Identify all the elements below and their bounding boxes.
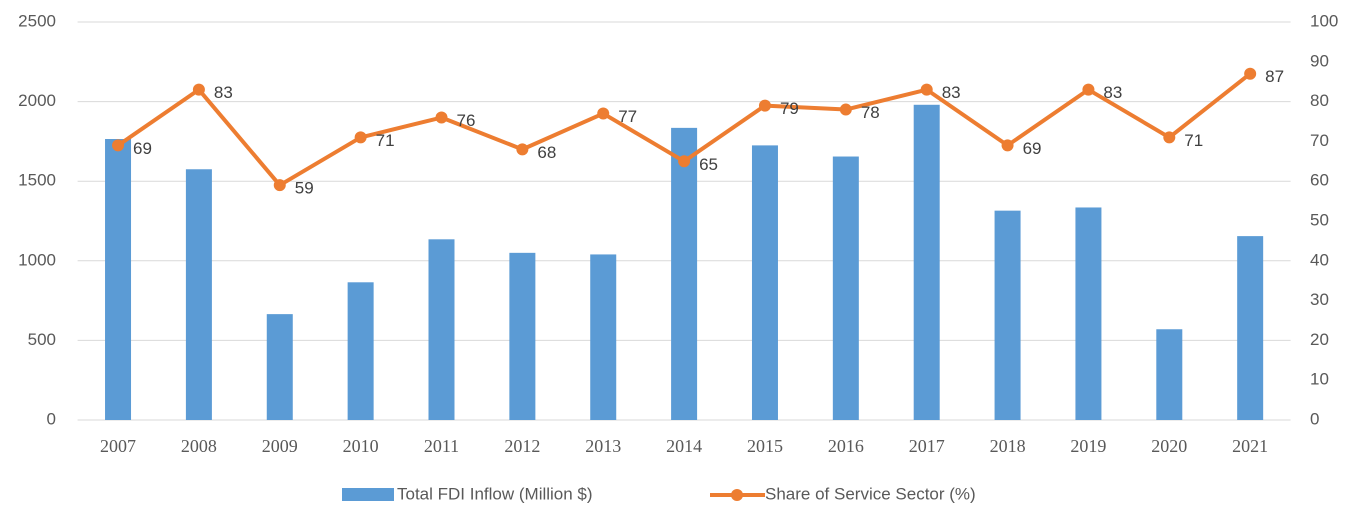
x-tick-label: 2007 — [100, 436, 136, 456]
y2-tick-label: 80 — [1310, 91, 1329, 110]
y-tick-label: 2500 — [18, 11, 56, 30]
y2-tick-label: 50 — [1310, 210, 1329, 229]
bar — [671, 127, 698, 421]
y2-tick-label: 70 — [1310, 131, 1329, 150]
point — [112, 139, 125, 152]
y2-tick-label: 60 — [1310, 171, 1329, 190]
bar — [509, 252, 536, 420]
data-label: 83 — [1103, 83, 1122, 102]
point — [516, 143, 529, 156]
x-tick-label: 2010 — [343, 436, 379, 456]
bar — [1075, 207, 1102, 420]
point — [839, 103, 852, 116]
y2-tick-label: 30 — [1310, 290, 1329, 309]
point — [354, 131, 367, 144]
y-tick-label: 1500 — [18, 171, 56, 190]
point — [273, 179, 286, 192]
x-tick-label: 2012 — [504, 436, 540, 456]
x-tick-label: 2015 — [747, 436, 783, 456]
x-tick-label: 2011 — [424, 436, 459, 456]
data-label: 77 — [618, 107, 637, 126]
y2-tick-label: 40 — [1310, 250, 1329, 269]
y2-tick-label: 20 — [1310, 330, 1329, 349]
x-tick-label: 2016 — [828, 436, 864, 456]
bar — [1237, 236, 1264, 420]
y2-tick-label: 10 — [1310, 370, 1329, 389]
bar — [994, 210, 1021, 420]
x-tick-label: 2008 — [181, 436, 217, 456]
bar — [185, 169, 212, 420]
bar — [751, 145, 778, 420]
data-label: 83 — [214, 83, 233, 102]
data-label: 79 — [780, 99, 799, 118]
point — [758, 99, 771, 112]
data-label: 65 — [699, 155, 718, 174]
x-tick-label: 2018 — [990, 436, 1026, 456]
y2-tick-label: 0 — [1310, 409, 1319, 428]
legend-label: Share of Service Sector (%) — [765, 484, 976, 503]
point — [192, 83, 205, 96]
bar — [1156, 329, 1183, 420]
point — [597, 107, 610, 120]
y-tick-label: 1000 — [18, 250, 56, 269]
bar — [832, 156, 859, 421]
legend-swatch — [342, 488, 394, 501]
data-label: 87 — [1265, 67, 1284, 86]
point — [678, 155, 691, 168]
y2-tick-label: 100 — [1310, 11, 1338, 30]
point — [1082, 83, 1095, 96]
y2-tick-label: 90 — [1310, 51, 1329, 70]
x-tick-label: 2017 — [909, 436, 945, 456]
legend-label: Total FDI Inflow (Million $) — [397, 484, 593, 503]
data-label: 69 — [1023, 139, 1042, 158]
x-tick-label: 2014 — [666, 436, 702, 456]
point — [1244, 67, 1257, 80]
data-label: 76 — [457, 111, 476, 130]
point — [1163, 131, 1176, 144]
legend-marker — [731, 489, 743, 501]
data-label: 71 — [376, 131, 395, 150]
x-tick-label: 2020 — [1151, 436, 1187, 456]
x-tick-label: 2009 — [262, 436, 298, 456]
data-label: 83 — [942, 83, 961, 102]
data-label: 78 — [861, 103, 880, 122]
y-tick-label: 2000 — [18, 91, 56, 110]
bar — [105, 139, 132, 420]
data-label: 59 — [295, 179, 314, 198]
y-tick-label: 0 — [47, 409, 56, 428]
bar — [913, 104, 940, 420]
bar — [590, 254, 617, 420]
point — [920, 83, 933, 96]
data-label: 68 — [537, 143, 556, 162]
point — [435, 111, 448, 124]
point — [1001, 139, 1014, 152]
data-label: 69 — [133, 139, 152, 158]
x-tick-label: 2021 — [1232, 436, 1268, 456]
x-tick-label: 2013 — [585, 436, 621, 456]
bar — [266, 314, 293, 420]
x-tick-label: 2019 — [1070, 436, 1106, 456]
data-label: 71 — [1184, 131, 1203, 150]
y-tick-label: 500 — [28, 330, 56, 349]
bar — [347, 282, 374, 420]
bar — [428, 239, 455, 420]
